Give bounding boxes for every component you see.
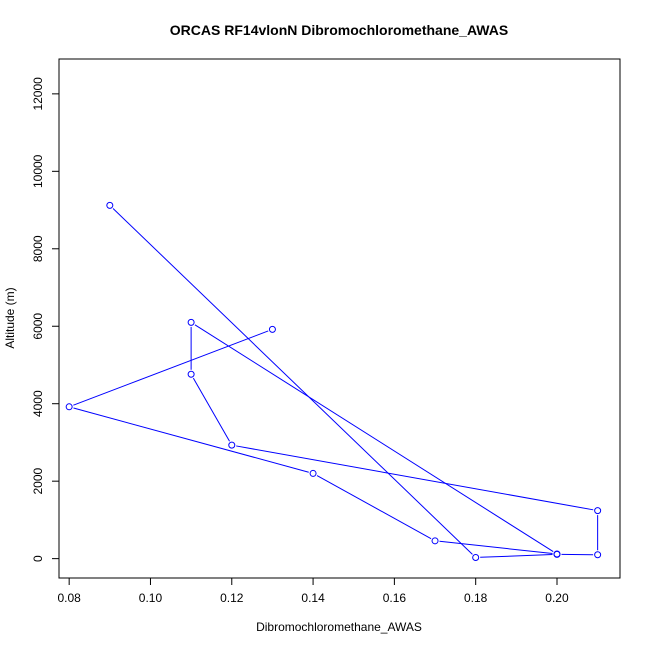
x-tick-label: 0.14	[301, 591, 325, 605]
series-segment	[73, 330, 269, 406]
chart-title: ORCAS RF14vlonN Dibromochloromethane_AWA…	[170, 22, 508, 38]
x-tick-label: 0.08	[57, 591, 81, 605]
series-segment	[236, 445, 594, 511]
data-point	[594, 551, 602, 559]
data-point	[187, 318, 195, 326]
data-point	[594, 507, 602, 515]
series-segment	[73, 407, 309, 473]
data-point	[228, 441, 236, 449]
y-tick-label: 10000	[31, 154, 45, 188]
x-tick-label: 0.10	[139, 591, 163, 605]
data-point	[65, 403, 73, 411]
series-segment	[480, 554, 553, 558]
data-point	[309, 469, 317, 477]
x-tick-label: 0.12	[220, 591, 244, 605]
series-segment	[112, 208, 473, 555]
data-point	[472, 553, 480, 561]
y-axis: 0 2000 4000 6000 8000 10000 12000	[31, 77, 60, 562]
x-axis-label: Dibromochloromethane_AWAS	[256, 620, 422, 634]
data-point	[431, 537, 439, 545]
x-tick-label: 0.18	[464, 591, 488, 605]
data-point	[553, 550, 561, 558]
y-tick-label: 0	[31, 555, 45, 562]
plot-frame	[58, 58, 621, 579]
series-segment	[194, 324, 554, 553]
series-segment	[192, 377, 230, 442]
y-axis-label: Altitude (m)	[3, 287, 17, 348]
y-tick-label: 8000	[31, 235, 45, 262]
x-axis: 0.08 0.10 0.12 0.14 0.16 0.18 0.20	[57, 577, 569, 605]
series-dibromochloromethane	[65, 201, 602, 561]
y-tick-label: 12000	[31, 77, 45, 111]
data-point	[187, 370, 195, 378]
series-segment	[439, 540, 553, 555]
data-point	[268, 325, 276, 333]
data-point	[106, 201, 114, 209]
series-segment	[316, 475, 432, 540]
y-tick-label: 4000	[31, 390, 45, 417]
x-tick-label: 0.16	[383, 591, 407, 605]
y-tick-label: 6000	[31, 313, 45, 340]
x-tick-label: 0.20	[545, 591, 569, 605]
y-tick-label: 2000	[31, 468, 45, 495]
